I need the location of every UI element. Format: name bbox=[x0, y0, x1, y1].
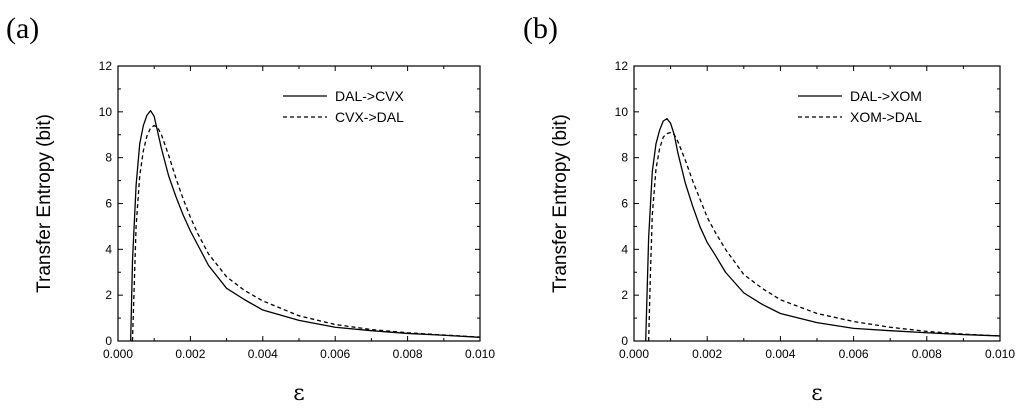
legend: DAL->XOM XOM->DAL bbox=[798, 88, 922, 125]
y-tick-label: 12 bbox=[615, 59, 629, 73]
y-tick-label: 10 bbox=[615, 105, 629, 119]
chart-panel-b: (b) 0.000 0.002 0.004 0.006 0.008 0.010 0 2 4 6 8 10… bbox=[523, 12, 1015, 406]
series-line-solid bbox=[645, 118, 1000, 341]
plot-frame bbox=[633, 65, 1001, 342]
x-tick-label: 0.006 bbox=[839, 347, 869, 361]
x-tick-label: 0.002 bbox=[175, 347, 205, 361]
y-axis-title: Transfer Entropy (bit) bbox=[34, 114, 55, 293]
y-tick-label: 12 bbox=[99, 59, 113, 73]
panel-label: (b) bbox=[523, 12, 558, 45]
legend-label: DAL->XOM bbox=[850, 88, 922, 104]
x-tick-label: 0.010 bbox=[465, 347, 495, 361]
plot-frame bbox=[117, 65, 481, 342]
x-tick-label: 0.004 bbox=[765, 347, 795, 361]
x-tick-label: 0.008 bbox=[393, 347, 423, 361]
x-tick-label: 0.000 bbox=[619, 347, 649, 361]
series-line-solid bbox=[130, 110, 480, 341]
y-tick-label: 2 bbox=[621, 288, 628, 302]
y-tick-label: 6 bbox=[105, 197, 112, 211]
y-tick-label: 0 bbox=[105, 334, 112, 348]
y-tick-label: 8 bbox=[105, 151, 112, 165]
y-tick-label: 6 bbox=[621, 197, 628, 211]
legend-label: XOM->DAL bbox=[850, 109, 922, 125]
series-line-dashed bbox=[131, 124, 480, 341]
x-tick-label: 0.008 bbox=[912, 347, 942, 361]
x-axis-title: ε bbox=[293, 381, 304, 406]
legend-label: DAL->CVX bbox=[335, 88, 405, 104]
y-axis-title: Transfer Entropy (bit) bbox=[550, 114, 571, 293]
y-tick-label: 0 bbox=[621, 334, 628, 348]
x-axis-title: ε bbox=[811, 381, 822, 406]
series-line-dashed bbox=[647, 131, 1000, 341]
legend: DAL->CVX CVX->DAL bbox=[283, 88, 405, 125]
x-tick-label: 0.000 bbox=[103, 347, 133, 361]
y-tick-label: 4 bbox=[105, 242, 112, 256]
y-tick-label: 10 bbox=[99, 105, 113, 119]
legend-label: CVX->DAL bbox=[335, 109, 404, 125]
panel-label: (a) bbox=[6, 12, 39, 45]
x-tick-label: 0.004 bbox=[248, 347, 278, 361]
x-tick-label: 0.006 bbox=[320, 347, 350, 361]
x-tick-label: 0.010 bbox=[985, 347, 1015, 361]
chart-panel-a: (a) 0.000 0.002 0.004 0.006 0.008 0.010 0 2 4 6 8 10… bbox=[6, 12, 495, 406]
y-tick-label: 4 bbox=[621, 242, 628, 256]
y-tick-label: 8 bbox=[621, 151, 628, 165]
y-tick-label: 2 bbox=[105, 288, 112, 302]
x-tick-label: 0.002 bbox=[692, 347, 722, 361]
